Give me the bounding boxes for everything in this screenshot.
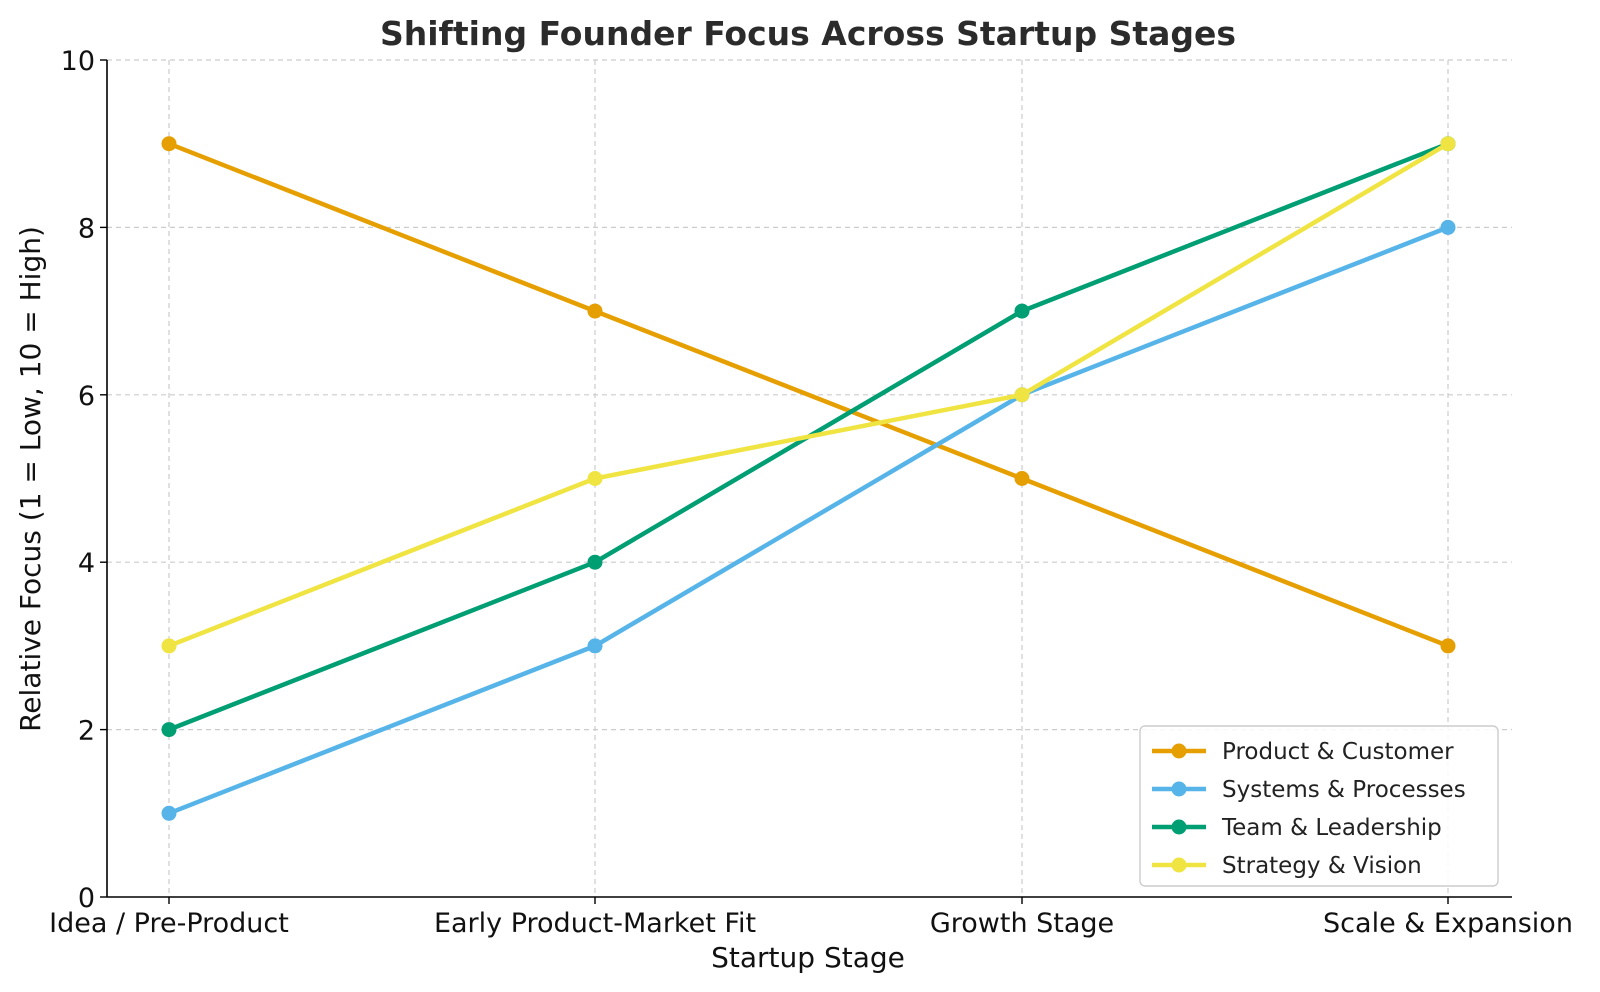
- data-point: [587, 303, 603, 319]
- legend-swatch-marker: [1171, 819, 1187, 835]
- tick-labels: 0 2 4 6 8 10 Idea / Pre-Product Early Product-M…: [49, 46, 1573, 939]
- legend-label: Strategy & Vision: [1222, 853, 1422, 879]
- y-tick-label: 6: [78, 381, 95, 412]
- y-tick-label: 0: [78, 883, 95, 914]
- axes: [106, 60, 1512, 898]
- data-point: [161, 638, 177, 654]
- x-tick-label: Scale & Expansion: [1323, 908, 1573, 939]
- series-lines: [161, 136, 1456, 821]
- data-point: [587, 638, 603, 654]
- data-point: [1440, 219, 1456, 235]
- data-point: [1014, 387, 1030, 403]
- y-tick-label: 8: [78, 213, 95, 244]
- x-axis-label: Startup Stage: [711, 941, 905, 974]
- data-point: [1440, 136, 1456, 152]
- series-group: [161, 136, 1456, 654]
- x-tick-label: Idea / Pre-Product: [49, 908, 289, 939]
- chart-title: Shifting Founder Focus Across Startup St…: [380, 14, 1236, 53]
- legend-label: Systems & Processes: [1222, 777, 1466, 803]
- data-point: [161, 722, 177, 738]
- y-tick-label: 2: [78, 716, 95, 747]
- series-line: [166, 225, 1451, 816]
- legend-box: [1139, 725, 1499, 887]
- data-point: [161, 805, 177, 821]
- legend-swatch-marker: [1171, 857, 1187, 873]
- data-point: [1014, 303, 1030, 319]
- data-point: [1440, 638, 1456, 654]
- y-tick-label: 4: [78, 548, 95, 579]
- legend-label: Team & Leadership: [1221, 815, 1442, 841]
- x-tick-label: Growth Stage: [930, 908, 1114, 939]
- y-tick-label: 10: [61, 46, 95, 77]
- x-tick-label: Early Product-Market Fit: [434, 908, 756, 939]
- series-group: [161, 136, 1456, 654]
- y-axis-label: Relative Focus (1 = Low, 10 = High): [14, 226, 47, 732]
- data-point: [1014, 471, 1030, 486]
- legend: Product & Customer Systems & Processes Tea…: [1139, 725, 1499, 887]
- series-line: [166, 141, 1451, 649]
- legend-swatch-marker: [1171, 781, 1187, 797]
- legend-label: Product & Customer: [1222, 739, 1454, 765]
- legend-swatch-marker: [1171, 743, 1187, 759]
- series-line: [166, 141, 1451, 649]
- data-point: [587, 471, 603, 486]
- data-point: [587, 554, 603, 570]
- data-point: [161, 136, 177, 152]
